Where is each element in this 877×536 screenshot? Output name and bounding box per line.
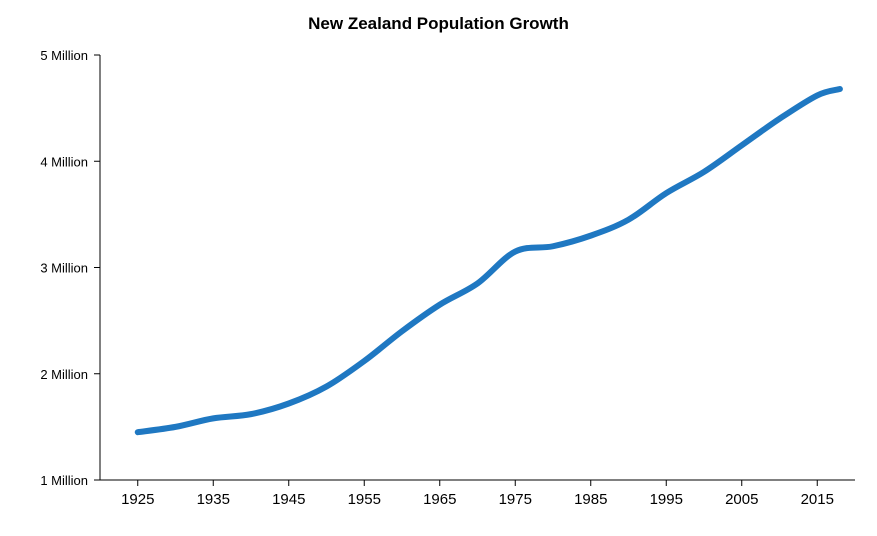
x-tick-label: 1935 xyxy=(197,491,230,508)
y-tick-label: 2 Million xyxy=(40,367,88,382)
x-tick-label: 1955 xyxy=(348,491,381,508)
x-tick-label: 2015 xyxy=(801,491,834,508)
y-tick-label: 3 Million xyxy=(40,261,88,276)
y-tick-label: 5 Million xyxy=(40,48,88,63)
x-tick-label: 1995 xyxy=(650,491,683,508)
x-tick-label: 1925 xyxy=(121,491,154,508)
y-tick-label: 1 Million xyxy=(40,473,88,488)
x-tick-label: 1965 xyxy=(423,491,456,508)
x-tick-label: 2005 xyxy=(725,491,758,508)
chart-svg: 1 Million 2 Million 3 Million 4 Million 5 Mi… xyxy=(0,0,877,536)
series-line xyxy=(138,89,840,432)
line-chart: New Zealand Population Growth 1 Million2… xyxy=(0,0,877,536)
x-tick-label: 1975 xyxy=(499,491,532,508)
x-tick-label: 1945 xyxy=(272,491,305,508)
y-tick-label: 4 Million xyxy=(40,154,88,169)
x-tick-label: 1985 xyxy=(574,491,607,508)
